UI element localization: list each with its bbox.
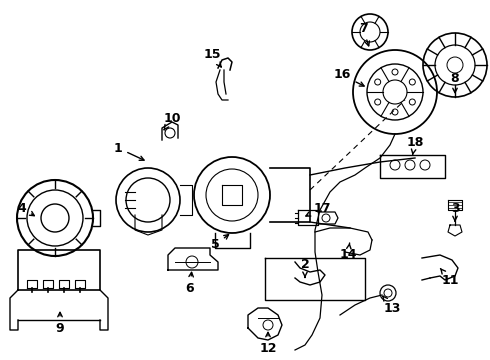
Text: 7: 7 xyxy=(359,22,369,46)
Text: 4: 4 xyxy=(18,202,34,216)
Text: 11: 11 xyxy=(441,269,459,287)
Text: 9: 9 xyxy=(56,312,64,334)
Text: 6: 6 xyxy=(186,272,195,294)
Text: 5: 5 xyxy=(211,235,228,252)
Text: 16: 16 xyxy=(333,68,364,86)
Text: 14: 14 xyxy=(339,243,357,261)
Text: 17: 17 xyxy=(306,202,331,216)
Text: 13: 13 xyxy=(383,296,401,315)
Text: 18: 18 xyxy=(406,135,424,154)
Text: 15: 15 xyxy=(203,49,221,67)
Text: 2: 2 xyxy=(301,258,309,277)
Text: 3: 3 xyxy=(451,202,459,221)
Text: 12: 12 xyxy=(259,332,277,355)
Text: 10: 10 xyxy=(163,112,181,130)
Text: 8: 8 xyxy=(451,72,459,93)
Text: 1: 1 xyxy=(114,141,144,160)
